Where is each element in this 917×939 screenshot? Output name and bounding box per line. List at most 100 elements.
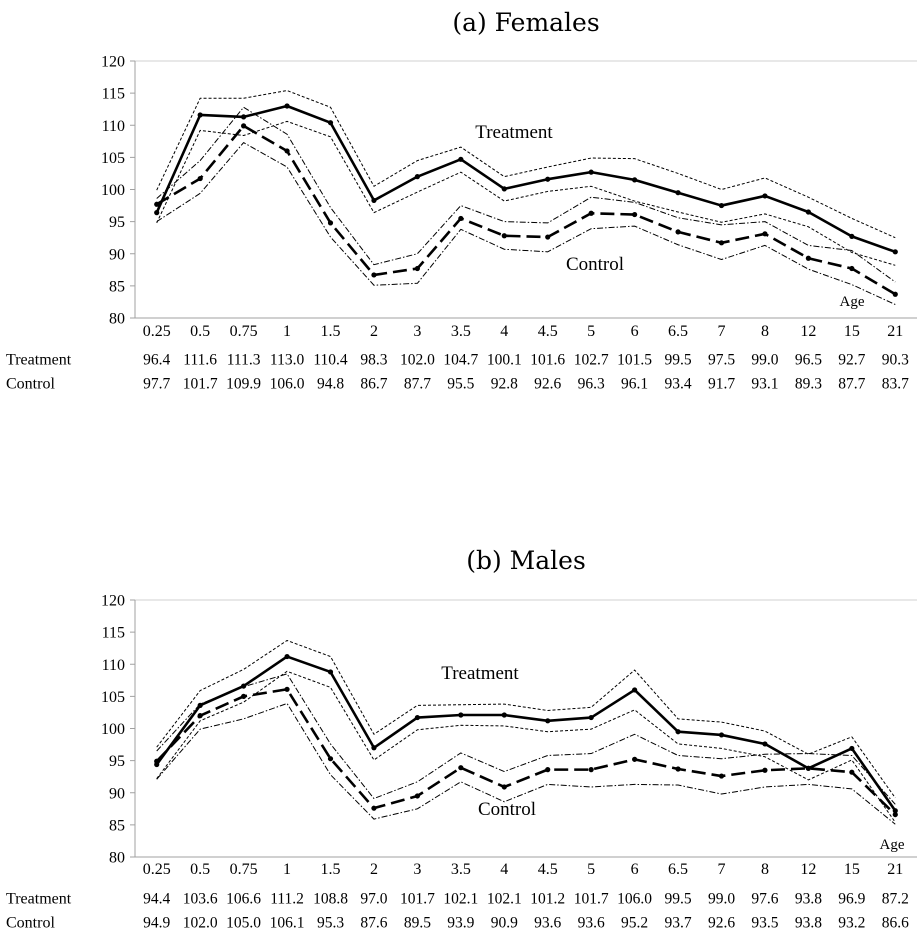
x-axis-label: Age xyxy=(840,294,865,310)
table-cell-control: 93.5 xyxy=(751,915,778,932)
control-series-label: Control xyxy=(566,254,624,275)
data-point-control xyxy=(849,265,855,272)
series-line-control-upper xyxy=(156,106,896,283)
data-point-treatment xyxy=(762,193,768,199)
y-tick-label: 105 xyxy=(101,150,125,167)
x-tick-label: 6.5 xyxy=(668,323,688,340)
table-row-label-control: Control xyxy=(6,915,55,932)
table-cell-treatment: 97.0 xyxy=(360,891,387,908)
x-tick-label: 12 xyxy=(800,323,816,340)
x-tick-label: 6 xyxy=(631,323,639,340)
data-point-treatment xyxy=(892,808,898,814)
data-point-control xyxy=(154,758,160,764)
data-point-control xyxy=(718,773,725,779)
table-cell-treatment: 99.5 xyxy=(664,891,691,908)
table-cell-treatment: 101.7 xyxy=(574,891,609,908)
y-tick-label: 100 xyxy=(101,182,125,199)
table-cell-control: 96.1 xyxy=(621,376,648,393)
y-tick-label: 95 xyxy=(109,214,125,231)
x-tick-label: 1 xyxy=(283,323,291,340)
x-tick-label: 3 xyxy=(413,861,421,878)
table-cell-treatment: 99.5 xyxy=(664,352,691,369)
x-tick-label: 0.5 xyxy=(190,861,210,878)
series-line-treatment xyxy=(155,655,897,812)
table-cell-control: 86.7 xyxy=(360,376,387,393)
x-tick-label: 4.5 xyxy=(538,861,558,878)
x-tick-label: 0.25 xyxy=(143,323,171,340)
x-tick-label: 8 xyxy=(761,323,769,340)
data-point-control xyxy=(675,229,681,235)
table-cell-treatment: 96.9 xyxy=(838,891,865,908)
series-line-control-upper xyxy=(156,673,896,805)
control-series-label: Control xyxy=(478,799,536,820)
data-point-treatment xyxy=(849,745,855,752)
table-cell-treatment: 99.0 xyxy=(751,352,778,369)
table-cell-treatment: 106.0 xyxy=(617,891,652,908)
table-cell-control: 95.3 xyxy=(317,915,344,932)
table-cell-control: 106.0 xyxy=(270,376,305,393)
table-cell-treatment: 93.8 xyxy=(795,891,822,908)
data-point-control xyxy=(588,767,594,773)
x-tick-label: 1 xyxy=(283,861,291,878)
data-point-control xyxy=(501,784,507,790)
data-point-treatment xyxy=(632,687,638,693)
data-point-treatment xyxy=(371,745,377,751)
x-tick-label: 3.5 xyxy=(451,323,471,340)
x-tick-label: 21 xyxy=(887,861,903,878)
series-line-treatment-lower xyxy=(156,120,896,266)
table-cell-treatment: 98.3 xyxy=(360,352,387,369)
table-cell-treatment: 111.6 xyxy=(183,352,217,369)
treatment-series-label: Treatment xyxy=(475,122,553,143)
data-point-control xyxy=(327,756,334,762)
chart-b-title: (b) Males xyxy=(466,546,586,575)
table-cell-control: 93.6 xyxy=(534,915,561,932)
data-point-treatment xyxy=(892,249,898,255)
data-point-control xyxy=(501,233,507,239)
table-cell-control: 92.8 xyxy=(491,376,518,393)
table-cell-treatment: 102.1 xyxy=(443,891,478,908)
data-point-control xyxy=(284,148,290,154)
series-line-control xyxy=(156,124,896,296)
table-cell-control: 93.6 xyxy=(578,915,605,932)
x-tick-label: 0.5 xyxy=(190,323,210,340)
y-tick-label: 95 xyxy=(109,753,125,770)
x-tick-label: 15 xyxy=(844,323,860,340)
data-point-treatment xyxy=(545,176,551,182)
data-point-control xyxy=(632,211,638,218)
y-tick-label: 90 xyxy=(109,246,125,263)
data-point-control xyxy=(371,272,377,278)
y-tick-label: 115 xyxy=(102,625,125,642)
table-cell-treatment: 94.4 xyxy=(143,891,170,908)
y-tick-label: 80 xyxy=(109,850,125,867)
data-point-treatment xyxy=(327,120,334,126)
data-point-treatment xyxy=(805,209,811,215)
table-cell-control: 109.9 xyxy=(226,376,261,393)
table-cell-treatment: 108.8 xyxy=(313,891,348,908)
x-tick-label: 4 xyxy=(500,861,508,878)
x-tick-label: 0.25 xyxy=(143,861,171,878)
table-row-label-control: Control xyxy=(6,376,55,393)
table-cell-treatment: 100.1 xyxy=(487,352,522,369)
data-point-control xyxy=(327,220,334,226)
table-cell-control: 96.3 xyxy=(578,376,605,393)
treatment-series-label: Treatment xyxy=(441,663,519,684)
table-cell-control: 86.6 xyxy=(882,915,909,932)
table-cell-treatment: 101.7 xyxy=(400,891,435,908)
series-line-treatment xyxy=(155,104,896,254)
x-tick-label: 12 xyxy=(800,861,816,878)
table-cell-treatment: 87.2 xyxy=(882,891,909,908)
y-tick-label: 110 xyxy=(102,657,125,674)
data-point-control xyxy=(892,291,898,297)
series-line-treatment-lower xyxy=(156,670,896,823)
data-point-control xyxy=(718,240,725,246)
x-tick-label: 4.5 xyxy=(538,323,558,340)
table-cell-control: 92.6 xyxy=(534,376,561,393)
data-point-control xyxy=(458,215,464,222)
series-line-treatment-upper xyxy=(156,90,896,239)
data-point-control xyxy=(371,805,377,811)
data-point-treatment xyxy=(588,169,594,175)
table-cell-control: 94.9 xyxy=(143,915,170,932)
data-point-control xyxy=(241,693,247,699)
data-point-control xyxy=(762,767,768,773)
